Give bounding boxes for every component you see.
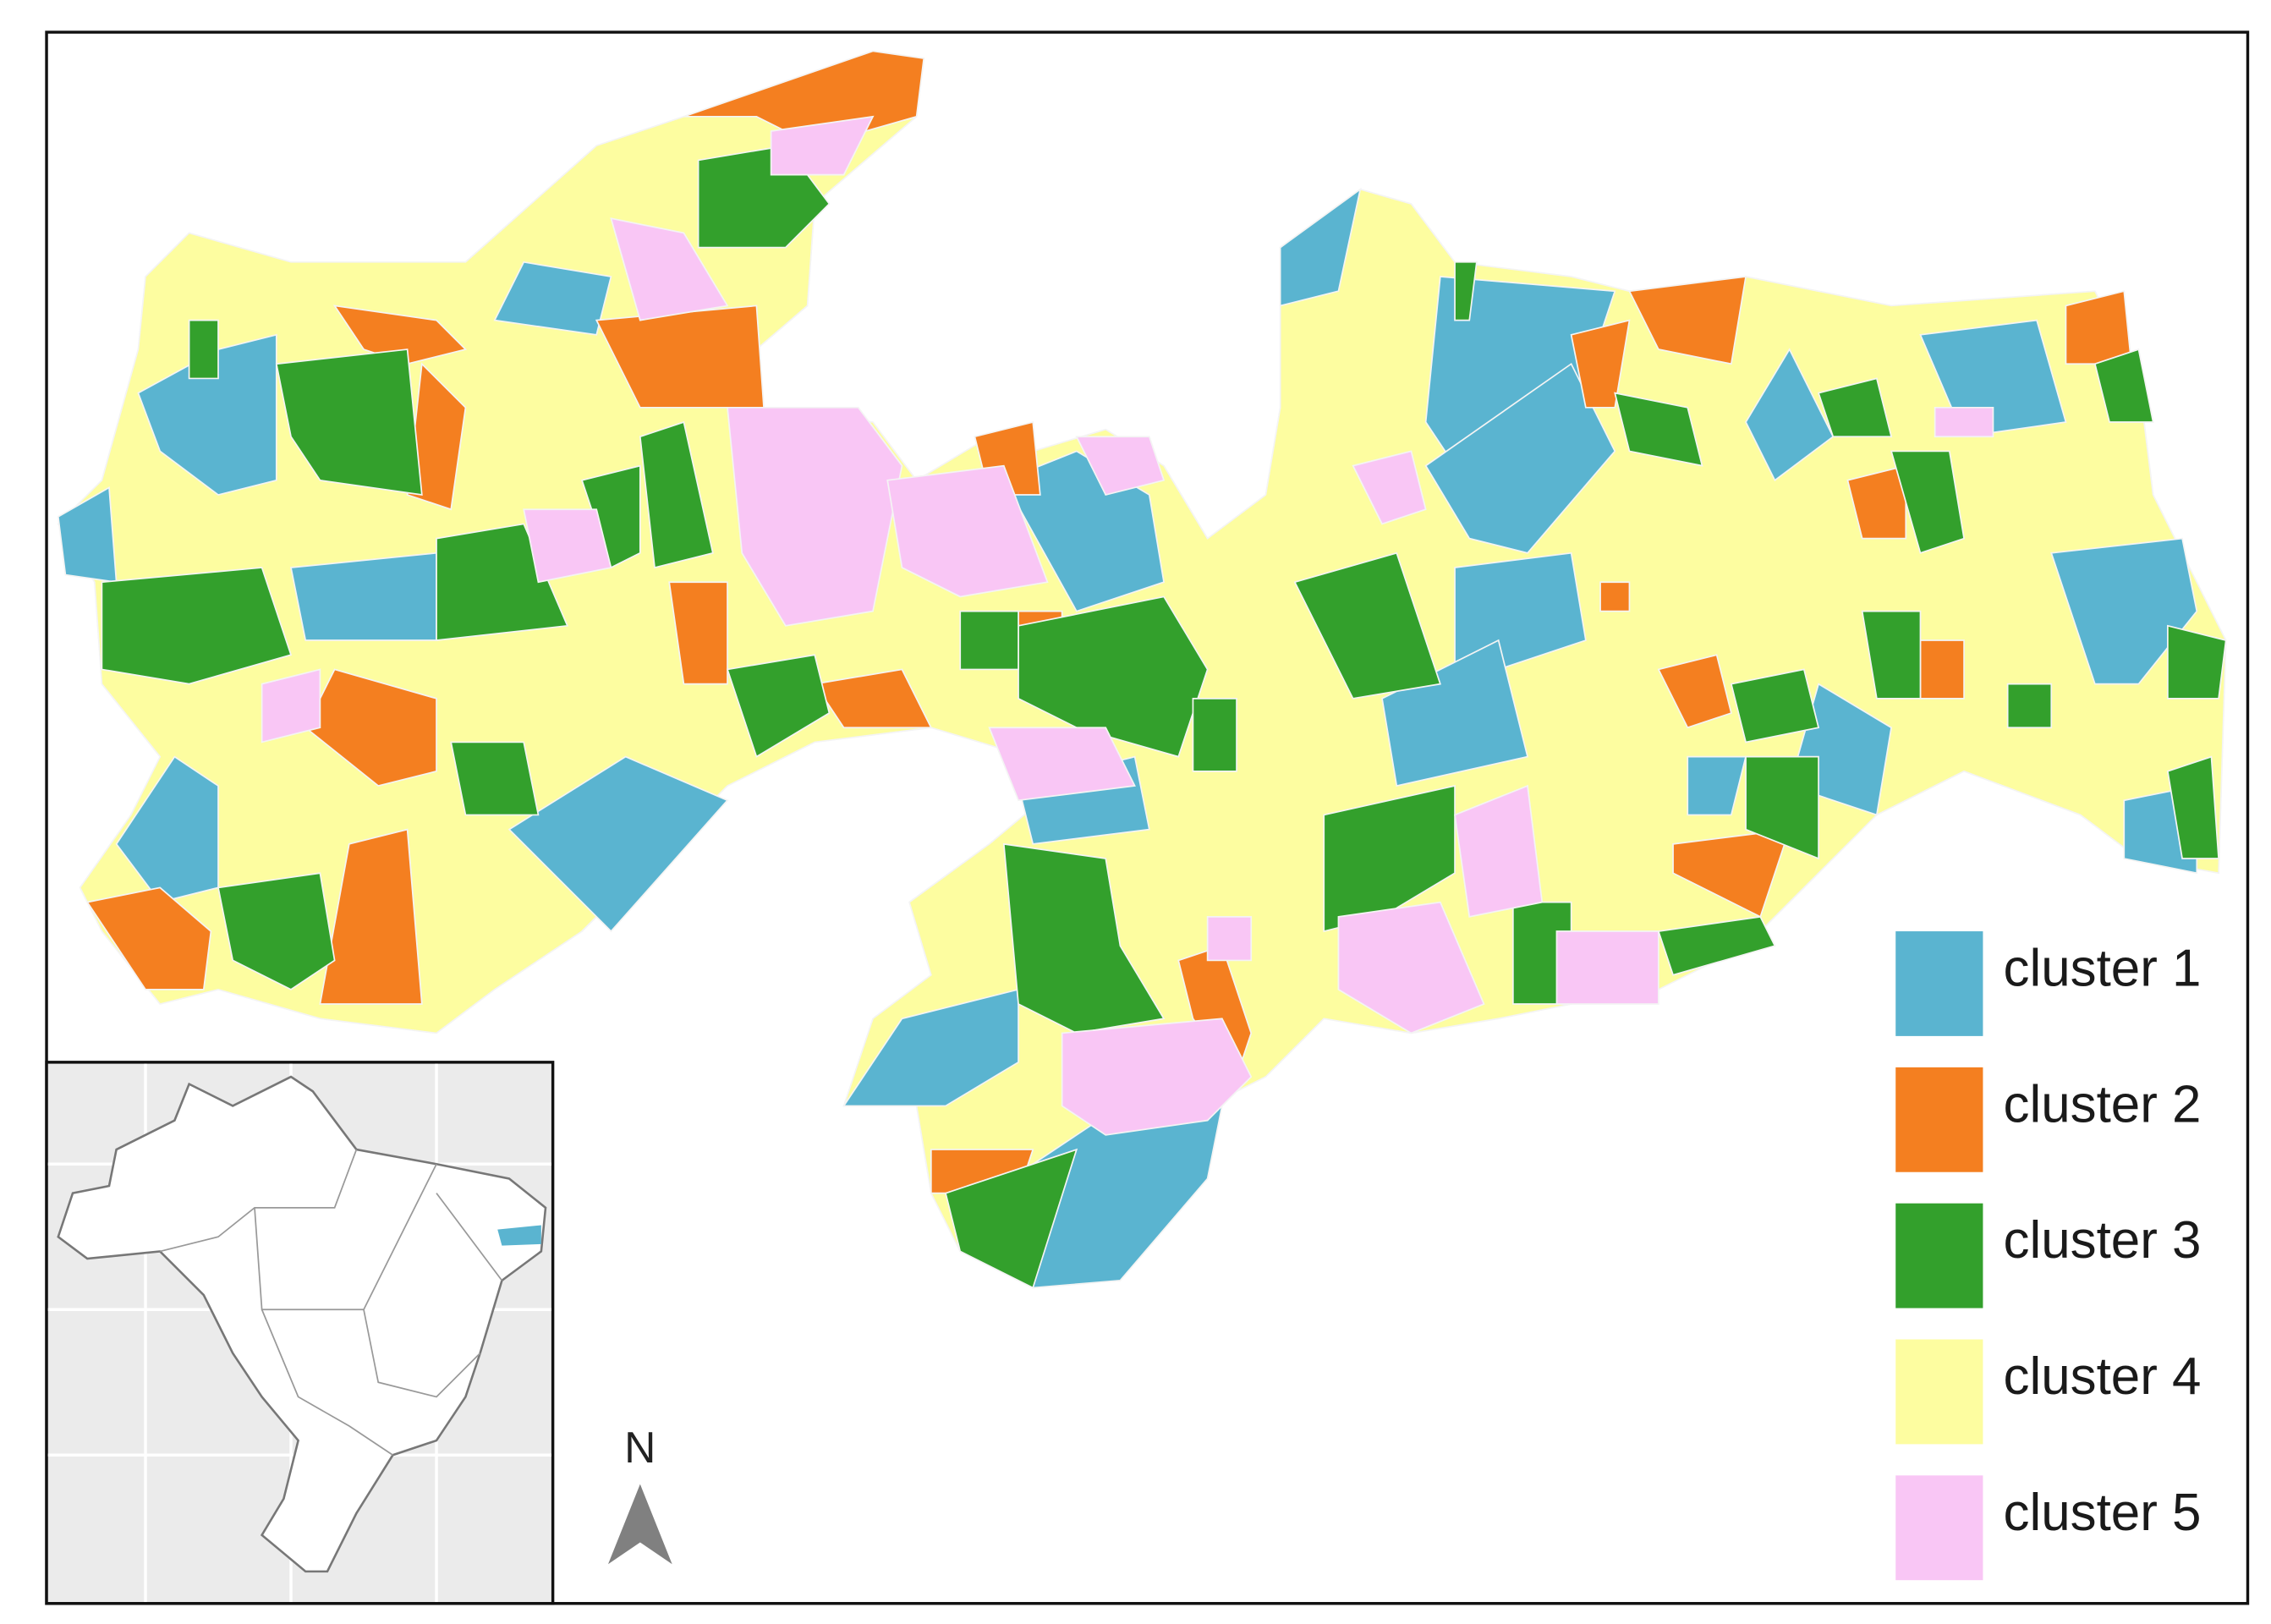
north-arrow-shape — [607, 1484, 672, 1565]
municipality — [450, 741, 540, 816]
municipality — [1002, 450, 1166, 612]
municipality — [1614, 392, 1703, 467]
municipality — [1352, 450, 1427, 525]
municipality — [2167, 624, 2227, 700]
municipality — [1628, 276, 1747, 365]
municipality — [217, 872, 336, 990]
municipality — [886, 464, 1049, 598]
municipality — [945, 1148, 1078, 1289]
municipality — [289, 551, 437, 641]
municipality — [1657, 915, 1776, 976]
north-label: N — [624, 1423, 656, 1472]
municipality — [1687, 755, 1747, 816]
north-arrow: N — [607, 1423, 672, 1565]
municipality — [493, 261, 612, 336]
municipality — [1745, 348, 1835, 482]
legend-label: cluster 5 — [2004, 1484, 2202, 1542]
state-map — [57, 50, 2227, 1289]
municipality — [1730, 668, 1820, 743]
municipality — [1934, 406, 1994, 438]
municipality — [1424, 362, 1616, 554]
municipality — [188, 319, 219, 380]
municipality — [275, 348, 423, 497]
municipality — [1381, 639, 1529, 787]
municipality — [1555, 930, 1659, 1005]
brazil-outline — [57, 1075, 547, 1573]
legend-swatch — [1895, 1475, 1983, 1581]
municipality — [1206, 915, 1253, 962]
legend: cluster 1 cluster 2 cluster 3 cluster 4 clus… — [1895, 931, 2202, 1581]
municipality — [523, 508, 612, 584]
municipality — [1890, 450, 1966, 554]
municipality — [770, 115, 875, 176]
municipality — [1002, 842, 1166, 1034]
municipality — [1861, 610, 1922, 700]
municipality — [726, 654, 831, 758]
brazil-states — [159, 1149, 503, 1456]
legend-swatch — [1895, 1339, 1983, 1445]
municipality — [1817, 377, 1893, 438]
municipality — [727, 406, 903, 627]
municipality — [1657, 654, 1732, 729]
municipality — [2093, 348, 2154, 423]
municipality — [1323, 784, 1456, 933]
municipality — [1293, 551, 1441, 700]
municipality — [610, 217, 729, 321]
municipality — [2166, 755, 2220, 859]
municipality — [507, 755, 729, 933]
municipality — [2006, 683, 2053, 729]
legend-swatch — [1895, 1203, 1983, 1309]
municipality — [1599, 581, 1631, 612]
legend-label: cluster 4 — [2004, 1347, 2202, 1406]
legend-label: cluster 1 — [2004, 940, 2202, 998]
municipality — [101, 567, 293, 685]
municipality — [261, 668, 321, 743]
legend-label: cluster 3 — [2004, 1211, 2202, 1270]
municipality — [639, 420, 714, 569]
municipality — [332, 304, 468, 365]
legend-label: cluster 2 — [2004, 1075, 2202, 1133]
municipality — [668, 581, 728, 685]
municipality — [959, 610, 1019, 671]
municipality — [1337, 901, 1485, 1034]
municipality — [1454, 784, 1544, 918]
state-highlight — [497, 1225, 541, 1246]
municipality — [85, 886, 212, 990]
municipality — [988, 727, 1136, 802]
municipality — [813, 668, 933, 729]
municipality — [1454, 261, 1478, 321]
municipality — [1018, 595, 1209, 758]
inset-map — [45, 1061, 555, 1605]
municipality — [1919, 639, 1965, 700]
municipality — [1192, 697, 1237, 772]
municipality — [842, 988, 1019, 1107]
municipality — [1745, 755, 1819, 860]
legend-swatch — [1895, 1067, 1983, 1172]
legend-swatch — [1895, 931, 1983, 1036]
municipality — [1075, 436, 1166, 497]
municipality — [1846, 464, 1907, 540]
municipality — [1061, 1018, 1253, 1136]
municipality — [1570, 319, 1631, 409]
municipality — [1279, 187, 1362, 307]
